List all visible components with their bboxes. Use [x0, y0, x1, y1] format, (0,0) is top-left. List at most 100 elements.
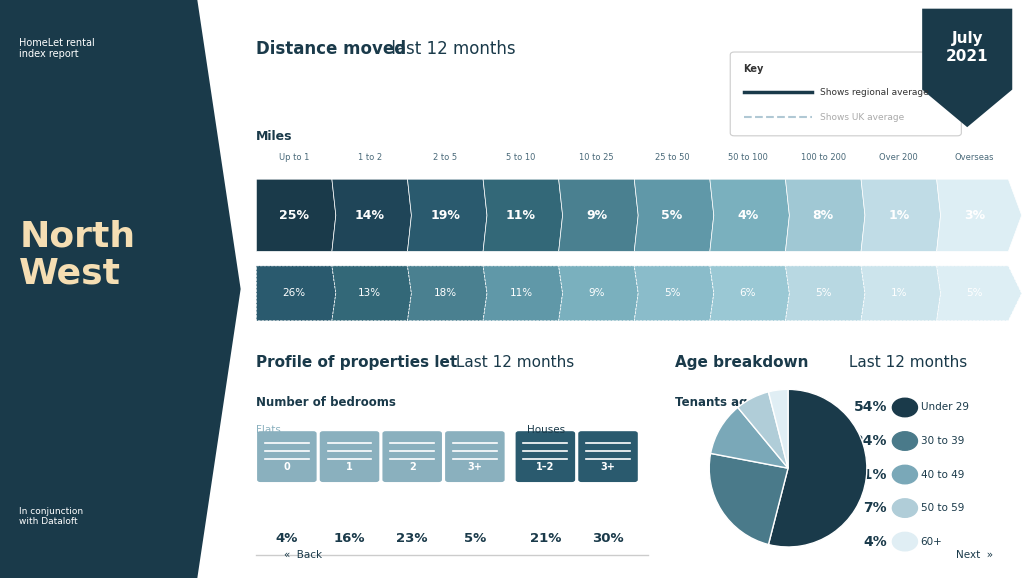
Text: 13%: 13%	[358, 288, 381, 298]
Polygon shape	[710, 266, 790, 321]
Text: 100 to 200: 100 to 200	[801, 153, 846, 162]
Text: Shows UK average: Shows UK average	[820, 113, 904, 122]
Text: 11%: 11%	[506, 209, 536, 222]
Text: 11%: 11%	[853, 468, 887, 481]
Text: 5 to 10: 5 to 10	[506, 153, 536, 162]
FancyBboxPatch shape	[445, 431, 505, 482]
Wedge shape	[710, 453, 788, 544]
Text: 9%: 9%	[588, 288, 605, 298]
Text: 23%: 23%	[396, 532, 428, 544]
Text: 4%: 4%	[737, 209, 759, 222]
Text: 6%: 6%	[739, 288, 756, 298]
Polygon shape	[861, 179, 941, 251]
Text: Flats: Flats	[256, 425, 282, 435]
Circle shape	[892, 465, 918, 484]
Text: 30%: 30%	[592, 532, 624, 544]
Text: 4%: 4%	[275, 532, 298, 544]
Polygon shape	[332, 266, 412, 321]
Text: Age breakdown: Age breakdown	[676, 355, 809, 370]
Text: 16%: 16%	[334, 532, 366, 544]
Text: 30 to 39: 30 to 39	[921, 436, 964, 446]
FancyBboxPatch shape	[730, 52, 962, 136]
Wedge shape	[768, 390, 867, 547]
Polygon shape	[256, 266, 336, 321]
Text: In conjunction
with Dataloft: In conjunction with Dataloft	[19, 506, 83, 526]
Text: last 12 months: last 12 months	[386, 40, 515, 58]
Polygon shape	[0, 0, 241, 578]
Text: Last 12 months: Last 12 months	[451, 355, 573, 370]
Circle shape	[892, 532, 918, 551]
Text: 40 to 49: 40 to 49	[921, 469, 964, 480]
Polygon shape	[634, 266, 714, 321]
Text: 4%: 4%	[863, 535, 887, 549]
Circle shape	[892, 398, 918, 417]
Text: 3%: 3%	[964, 209, 985, 222]
Circle shape	[892, 499, 918, 517]
Text: HomeLet rental
index report: HomeLet rental index report	[19, 38, 95, 59]
Text: «  Back: « Back	[284, 550, 322, 560]
Text: 25 to 50: 25 to 50	[654, 153, 689, 162]
Text: 54%: 54%	[853, 401, 887, 414]
Polygon shape	[332, 179, 412, 251]
FancyBboxPatch shape	[257, 431, 316, 482]
Text: 1 to 2: 1 to 2	[357, 153, 382, 162]
Polygon shape	[483, 266, 562, 321]
Text: Last 12 months: Last 12 months	[844, 355, 967, 370]
Text: 5%: 5%	[967, 288, 983, 298]
Text: 50 to 100: 50 to 100	[728, 153, 768, 162]
FancyBboxPatch shape	[382, 431, 442, 482]
Polygon shape	[861, 266, 941, 321]
Wedge shape	[711, 407, 788, 468]
Text: 10 to 25: 10 to 25	[580, 153, 613, 162]
Text: Overseas: Overseas	[954, 153, 994, 162]
Circle shape	[892, 432, 918, 450]
Polygon shape	[634, 179, 714, 251]
Text: 1%: 1%	[888, 209, 909, 222]
Polygon shape	[559, 179, 638, 251]
Text: 14%: 14%	[354, 209, 385, 222]
Text: 11%: 11%	[509, 288, 532, 298]
FancyBboxPatch shape	[319, 431, 379, 482]
Polygon shape	[559, 266, 638, 321]
Text: 50 to 59: 50 to 59	[921, 503, 964, 513]
Text: 1%: 1%	[891, 288, 907, 298]
Text: 1: 1	[346, 462, 353, 472]
Text: 25%: 25%	[280, 209, 309, 222]
Polygon shape	[408, 266, 487, 321]
Text: July
2021: July 2021	[946, 31, 988, 64]
Text: Over 200: Over 200	[880, 153, 919, 162]
Polygon shape	[483, 179, 562, 251]
Text: 18%: 18%	[434, 288, 457, 298]
Polygon shape	[785, 179, 865, 251]
Text: 19%: 19%	[430, 209, 460, 222]
Text: 26%: 26%	[283, 288, 306, 298]
Text: 8%: 8%	[813, 209, 834, 222]
Polygon shape	[408, 179, 487, 251]
Text: Under 29: Under 29	[921, 402, 969, 413]
Text: 0: 0	[284, 462, 290, 472]
Polygon shape	[937, 266, 1022, 321]
Text: 9%: 9%	[586, 209, 607, 222]
Text: 24%: 24%	[853, 434, 887, 448]
Text: Next  »: Next »	[955, 550, 992, 560]
Text: 5%: 5%	[664, 288, 680, 298]
Text: 5%: 5%	[464, 532, 486, 544]
Text: 7%: 7%	[863, 501, 887, 515]
Text: 5%: 5%	[815, 288, 831, 298]
Text: Houses: Houses	[526, 425, 564, 435]
Text: 2: 2	[409, 462, 416, 472]
FancyBboxPatch shape	[516, 431, 575, 482]
FancyBboxPatch shape	[579, 431, 638, 482]
Polygon shape	[710, 179, 790, 251]
Polygon shape	[256, 179, 336, 251]
Text: Number of bedrooms: Number of bedrooms	[256, 396, 396, 409]
Text: Tenants age: Tenants age	[676, 396, 756, 409]
Wedge shape	[738, 392, 788, 468]
Text: 3+: 3+	[467, 462, 482, 472]
Text: 5%: 5%	[662, 209, 683, 222]
Text: 21%: 21%	[529, 532, 561, 544]
Text: Shows regional average: Shows regional average	[820, 88, 929, 97]
Text: Key: Key	[743, 64, 764, 73]
Polygon shape	[923, 9, 1013, 127]
Polygon shape	[785, 266, 865, 321]
